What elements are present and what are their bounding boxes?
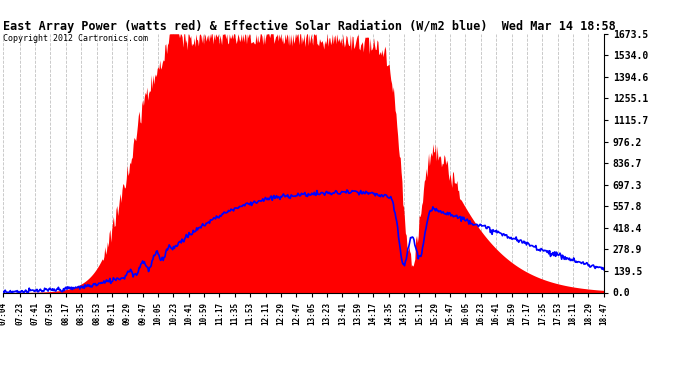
Text: East Array Power (watts red) & Effective Solar Radiation (W/m2 blue)  Wed Mar 14: East Array Power (watts red) & Effective… [3, 20, 616, 33]
Text: Copyright 2012 Cartronics.com: Copyright 2012 Cartronics.com [3, 34, 148, 43]
